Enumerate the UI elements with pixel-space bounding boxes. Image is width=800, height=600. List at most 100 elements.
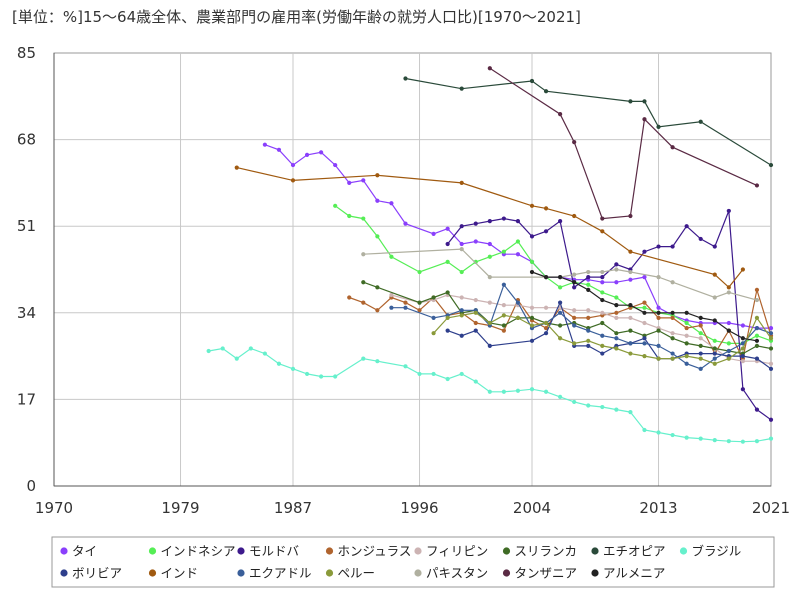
- data-point: [445, 328, 450, 333]
- data-point: [600, 297, 605, 303]
- data-point: [459, 241, 464, 247]
- data-point: [403, 364, 408, 369]
- data-point: [726, 285, 731, 290]
- data-point: [529, 323, 535, 328]
- legend-label: ブラジル: [692, 544, 742, 559]
- data-point: [628, 351, 633, 356]
- data-point: [572, 213, 577, 219]
- data-point: [754, 338, 760, 343]
- data-point: [614, 295, 619, 300]
- legend-marker: [414, 547, 422, 555]
- data-point: [642, 310, 647, 315]
- data-point: [445, 376, 450, 382]
- data-point: [487, 254, 492, 259]
- legend-marker: [414, 569, 422, 577]
- data-point: [319, 150, 324, 155]
- y-tick-label: 68: [17, 131, 36, 149]
- data-point: [487, 275, 492, 280]
- data-point: [558, 275, 563, 280]
- data-point: [529, 315, 535, 320]
- data-point: [600, 275, 605, 280]
- data-point: [543, 229, 549, 234]
- data-point: [304, 371, 310, 377]
- data-point: [656, 315, 661, 320]
- data-point: [515, 315, 521, 320]
- data-point: [487, 219, 492, 224]
- data-point: [459, 308, 464, 313]
- data-point: [670, 331, 675, 336]
- data-point: [642, 300, 647, 305]
- data-point: [600, 404, 605, 410]
- data-point: [375, 234, 380, 239]
- data-point: [740, 359, 745, 364]
- data-point: [754, 343, 760, 349]
- data-point: [698, 331, 703, 336]
- data-point: [431, 371, 436, 377]
- data-point: [768, 331, 774, 336]
- data-point: [768, 436, 774, 441]
- data-point: [543, 305, 549, 310]
- data-point: [473, 239, 478, 244]
- data-point: [417, 371, 422, 377]
- data-point: [628, 303, 633, 308]
- data-point: [768, 325, 774, 331]
- data-point: [333, 374, 338, 379]
- data-point: [459, 269, 464, 275]
- x-tick-label: 2021: [752, 499, 790, 517]
- data-point: [529, 387, 535, 392]
- data-point: [768, 366, 774, 371]
- data-point: [473, 320, 478, 326]
- data-point: [501, 313, 506, 318]
- data-point: [628, 249, 633, 254]
- legend-marker: [325, 569, 334, 577]
- data-point: [290, 162, 296, 168]
- data-point: [698, 236, 703, 242]
- data-point: [572, 308, 577, 313]
- data-point: [698, 343, 703, 349]
- data-point: [754, 439, 760, 444]
- data-point: [473, 379, 478, 384]
- data-point: [754, 356, 760, 361]
- data-point: [628, 277, 633, 282]
- data-point: [558, 310, 563, 315]
- data-point: [726, 320, 731, 326]
- data-point: [642, 341, 647, 346]
- data-point: [543, 89, 549, 94]
- data-point: [684, 354, 689, 359]
- data-point: [740, 439, 745, 444]
- data-point: [459, 224, 464, 229]
- data-point: [487, 300, 492, 305]
- data-point: [501, 323, 506, 328]
- data-point: [614, 262, 619, 267]
- legend-label: タンザニア: [515, 566, 578, 581]
- data-point: [754, 407, 760, 412]
- data-point: [529, 305, 535, 310]
- data-point: [529, 78, 535, 84]
- data-point: [558, 112, 563, 117]
- data-point: [726, 328, 731, 333]
- data-point: [572, 272, 577, 277]
- x-tick-label: 1996: [400, 499, 438, 517]
- data-point: [614, 280, 619, 285]
- data-point: [529, 269, 535, 275]
- series-line: [264, 144, 771, 329]
- data-point: [600, 216, 605, 221]
- data-point: [586, 343, 591, 349]
- chart-title: [単位：%]15～64歳全体、農業部門の雇用率(労働年齢の就労人口比)[1970…: [12, 8, 581, 26]
- data-point: [529, 259, 535, 264]
- data-point: [600, 280, 605, 285]
- legend-label: スリランカ: [515, 544, 578, 559]
- data-point: [417, 269, 422, 275]
- data-point: [684, 310, 689, 315]
- data-point: [431, 231, 436, 236]
- x-tick-label: 2004: [513, 499, 551, 517]
- y-tick-label: 34: [17, 304, 36, 322]
- legend-label: ペルー: [338, 566, 376, 581]
- data-point: [586, 269, 591, 275]
- data-point: [614, 267, 619, 272]
- data-point: [684, 333, 689, 338]
- data-point: [445, 290, 450, 295]
- data-point: [347, 295, 352, 300]
